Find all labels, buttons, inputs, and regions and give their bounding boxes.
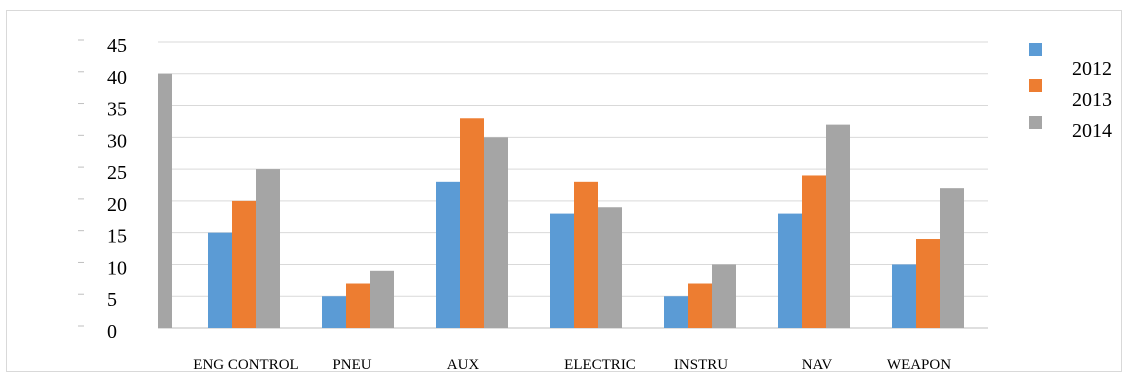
y-tick-label: 35 (107, 99, 127, 121)
bar-partial-left (158, 73, 172, 329)
legend-label-2013: 2013 (1072, 89, 1112, 111)
bar-2014-instru (712, 264, 736, 328)
category-label: INSTRU (674, 357, 728, 373)
y-tick-label: 25 (107, 162, 127, 184)
bar-2013-eng-control (232, 200, 256, 328)
bar-2013-electric (574, 181, 598, 328)
bar-2014-weapon (940, 188, 964, 328)
bar-2012-electric (550, 213, 574, 328)
bar-2012-pneu (322, 296, 346, 328)
legend-label-2012: 2012 (1072, 58, 1112, 80)
y-tick-label: 15 (107, 226, 127, 248)
bar-2013-instru (688, 283, 712, 328)
category-label: PNEU (332, 357, 371, 373)
bar-2012-aux (436, 181, 460, 328)
bar-2012-instru (664, 296, 688, 328)
bar-2014-nav (826, 124, 850, 328)
legend-swatch-2014 (1029, 116, 1042, 129)
category-labels: ENG CONTROL PNEU AUX ELECTRIC INSTRU NAV WEAPO… (193, 357, 951, 373)
legend-swatch-2013 (1029, 79, 1042, 92)
y-tick-label: 30 (107, 130, 127, 152)
bars (158, 73, 964, 329)
bar-2014-electric (598, 207, 622, 328)
y-tick-label: 5 (107, 289, 117, 311)
y-tick-label: 40 (107, 67, 127, 89)
bar-2013-weapon (916, 239, 940, 328)
bar-2013-aux (460, 118, 484, 329)
bar-2012-nav (778, 213, 802, 328)
legend-label-2014: 2014 (1072, 120, 1112, 142)
bar-2014-eng-control (256, 169, 280, 328)
bar-2013-nav (802, 175, 826, 328)
bar-2014-aux (484, 137, 508, 328)
y-axis-ticks: 0 5 10 15 20 25 30 35 40 45 (78, 35, 127, 343)
bar-2012-weapon (892, 264, 916, 328)
y-tick-label: 0 (107, 321, 117, 343)
bar-2014-pneu (370, 270, 394, 328)
category-label: WEAPON (887, 357, 951, 373)
y-tick-label: 10 (107, 257, 127, 279)
y-tick-label: 45 (107, 35, 127, 57)
chart-frame (6, 10, 1122, 372)
category-label: ELECTRIC (564, 357, 636, 373)
bar-2012-eng-control (208, 232, 232, 328)
category-label: ENG CONTROL (193, 357, 298, 373)
bar-2013-pneu (346, 283, 370, 328)
legend-swatch-2012 (1029, 43, 1042, 56)
category-label: NAV (802, 357, 833, 373)
legend: 2012 2013 2014 (1029, 43, 1112, 142)
y-tick-label: 20 (107, 194, 127, 216)
category-label: AUX (447, 357, 480, 373)
